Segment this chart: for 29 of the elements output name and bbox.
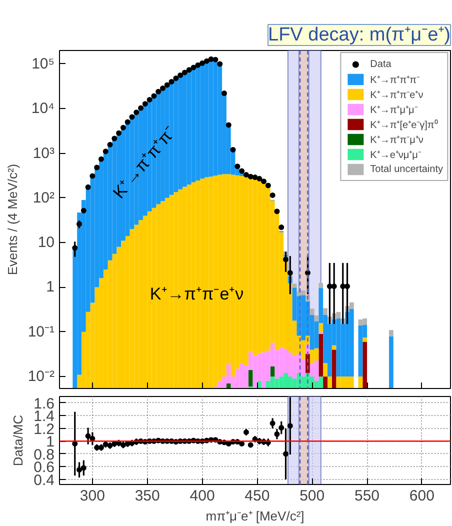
y-tick-label: 10⁵ bbox=[32, 55, 55, 72]
legend-label: K⁺→π⁺π⁺π⁻ bbox=[370, 74, 420, 86]
chart-title: LFV decay: m(π⁺μ⁻e⁺) bbox=[268, 24, 451, 46]
y-tick-label: 0.4 bbox=[34, 472, 55, 489]
y-tick-label: 10 bbox=[38, 234, 55, 252]
y-tick-label: 10⁻¹ bbox=[28, 323, 55, 340]
legend-label: K⁺→π⁺[e⁺e⁻γ]π⁰ bbox=[370, 118, 438, 131]
y-tick-label: 10³ bbox=[32, 144, 55, 162]
legend-label: Total uncertainty bbox=[370, 162, 443, 176]
x-tick-label: 550 bbox=[354, 488, 380, 504]
legend-label: K⁺→π⁺π⁻μ⁺ν bbox=[370, 134, 424, 146]
y-tick-label: 10² bbox=[32, 189, 55, 206]
x-tick-label: 400 bbox=[190, 488, 215, 504]
legend-label: Data bbox=[370, 58, 392, 71]
y-tick-label: 10⁻² bbox=[28, 368, 55, 386]
y-tick-label: 10⁴ bbox=[31, 100, 55, 118]
x-axis-title: mπ⁺μ⁻e⁺ [MeV/c²] bbox=[206, 508, 304, 524]
x-tick-label: 450 bbox=[244, 488, 270, 504]
x-tick-label: 300 bbox=[80, 488, 105, 504]
x-tick-label: 500 bbox=[300, 488, 325, 504]
legend-label: K⁺→π⁺π⁻e⁺ν bbox=[370, 89, 424, 101]
x-tick-label: 600 bbox=[409, 488, 434, 504]
y-tick-label: 1 bbox=[46, 278, 54, 296]
y-axis-title: Events / (4 MeV/c²) bbox=[4, 164, 20, 276]
annotation: K⁺→π⁺π⁻e⁺ν bbox=[150, 284, 244, 304]
y-axis-title: Data/MC bbox=[10, 414, 26, 466]
legend-label: K⁺→e⁺νμ⁺μ⁻ bbox=[370, 149, 421, 161]
x-tick-label: 350 bbox=[134, 488, 160, 504]
legend-label: K⁺→π⁺μ⁺μ⁻ bbox=[370, 104, 418, 116]
